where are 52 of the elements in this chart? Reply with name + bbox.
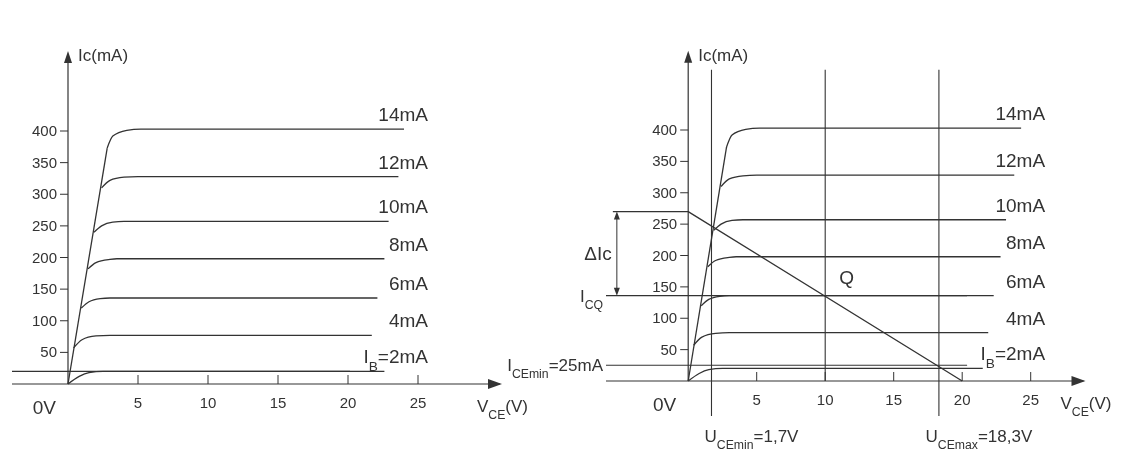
series-label: 10mA [378, 196, 429, 218]
x-axis-title: V$_{CE}$(V) [477, 397, 529, 422]
x-tick-label: 5 [752, 391, 761, 408]
x-tick-label: 20 [953, 391, 971, 408]
series-label: 6mA [388, 272, 429, 294]
x-tick-label: 20 [339, 394, 357, 411]
x-tick-label: 5 [133, 394, 143, 411]
y-tick-label: 400 [652, 121, 678, 138]
y-tick-label: 400 [31, 122, 57, 139]
y-tick-label: 250 [652, 215, 678, 233]
series-label: 12mA [378, 151, 429, 173]
text: 0V [652, 394, 677, 415]
ref-line-label: U$_{CEmin}$=1,7V [704, 427, 800, 451]
ref-line-label: I$_{CEmin}$=25mA [507, 356, 604, 382]
text: 0V [32, 397, 57, 418]
y-tick-label: 100 [31, 311, 57, 329]
x-tick-label: 25 [1022, 391, 1040, 408]
series-label: I$_{B}$=2mA [363, 346, 429, 374]
x-tick-label: 15 [885, 391, 903, 408]
series-label: 10mA [995, 194, 1046, 216]
x-axis-title: V$_{CE}$(V) [1060, 394, 1112, 419]
x-tick-label: 10 [816, 391, 834, 408]
series-label: 14mA [378, 104, 429, 126]
y-axis-title: Ic(mA) [698, 45, 749, 65]
y-axis-title: Ic(mA) [78, 46, 129, 66]
y-tick-label: 300 [31, 185, 57, 203]
y-tick-label: 150 [31, 280, 57, 298]
x-tick-label: 10 [199, 394, 217, 411]
series-label: 4mA [1006, 307, 1046, 329]
series-label: 8mA [388, 233, 429, 255]
y-tick-label: 350 [31, 153, 57, 171]
series-label: 6mA [1006, 270, 1046, 292]
x-tick-label: 15 [269, 394, 287, 411]
y-tick-label: 50 [660, 340, 678, 358]
annotation: Q [839, 266, 854, 288]
ref-line-label: U$_{CEmax}$=18,3V [925, 427, 1033, 451]
y-tick-label: 150 [652, 277, 678, 295]
y-tick-label: 350 [652, 152, 678, 170]
y-tick-label: 300 [652, 183, 678, 201]
series-label: I$_{B}$=2mA [980, 343, 1046, 371]
series-label: 14mA [995, 103, 1046, 125]
series-label: 12mA [995, 150, 1046, 172]
y-tick-label: 100 [652, 309, 678, 327]
x-tick-label: 25 [409, 394, 427, 411]
y-tick-label: 200 [652, 246, 678, 264]
annotation: ΔIc [584, 242, 612, 264]
series-label: 4mA [388, 310, 429, 332]
ref-line-label: I$_{CQ}$ [579, 286, 603, 312]
y-tick-label: 200 [31, 248, 57, 266]
y-tick-label: 250 [31, 216, 57, 234]
series-label: 8mA [1006, 231, 1046, 253]
y-tick-label: 50 [40, 343, 57, 361]
